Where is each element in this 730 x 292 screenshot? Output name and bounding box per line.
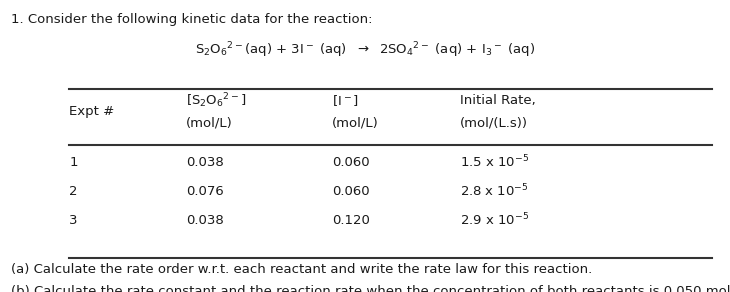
Text: 2.9 x 10$^{-5}$: 2.9 x 10$^{-5}$ — [460, 212, 529, 229]
Text: (mol/(L.s)): (mol/(L.s)) — [460, 116, 528, 129]
Text: 0.060: 0.060 — [332, 185, 370, 198]
Text: [I$^-$]: [I$^-$] — [332, 93, 359, 108]
Text: S$_2$O$_6$$^{2-}$(aq) + 3I$^-$ (aq)  $\rightarrow$  2SO$_4$$^{2-}$ (aq) + I$_3$$: S$_2$O$_6$$^{2-}$(aq) + 3I$^-$ (aq) $\ri… — [195, 41, 535, 60]
Text: 2: 2 — [69, 185, 78, 198]
Text: 1.5 x 10$^{-5}$: 1.5 x 10$^{-5}$ — [460, 154, 529, 170]
Text: Initial Rate,: Initial Rate, — [460, 94, 536, 107]
Text: (mol/L): (mol/L) — [186, 116, 233, 129]
Text: (mol/L): (mol/L) — [332, 116, 379, 129]
Text: [S$_2$O$_6$$^{2-}$]: [S$_2$O$_6$$^{2-}$] — [186, 91, 247, 110]
Text: (a) Calculate the rate order w.r.t. each reactant and write the rate law for thi: (a) Calculate the rate order w.r.t. each… — [11, 263, 592, 276]
Text: 2.8 x 10$^{-5}$: 2.8 x 10$^{-5}$ — [460, 183, 529, 199]
Text: (b) Calculate the rate constant and the reaction rate when the concentration of : (b) Calculate the rate constant and the … — [11, 285, 730, 292]
Text: 1: 1 — [69, 156, 78, 168]
Text: 0.060: 0.060 — [332, 156, 370, 168]
Text: 0.120: 0.120 — [332, 214, 370, 227]
Text: 0.076: 0.076 — [186, 185, 224, 198]
Text: 3: 3 — [69, 214, 78, 227]
Text: 1. Consider the following kinetic data for the reaction:: 1. Consider the following kinetic data f… — [11, 13, 372, 26]
Text: 0.038: 0.038 — [186, 156, 224, 168]
Text: Expt #: Expt # — [69, 105, 115, 118]
Text: 0.038: 0.038 — [186, 214, 224, 227]
